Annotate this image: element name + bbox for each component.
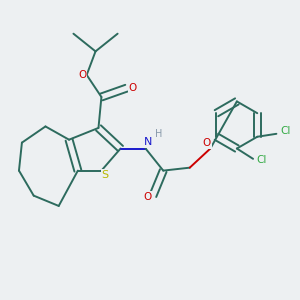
Text: Cl: Cl xyxy=(257,155,267,165)
Text: N: N xyxy=(144,137,152,147)
Text: O: O xyxy=(78,70,86,80)
Text: O: O xyxy=(203,138,211,148)
Text: S: S xyxy=(101,170,109,180)
Text: O: O xyxy=(129,83,137,93)
Text: Cl: Cl xyxy=(280,126,290,136)
Text: O: O xyxy=(143,192,151,202)
Text: H: H xyxy=(155,129,163,139)
